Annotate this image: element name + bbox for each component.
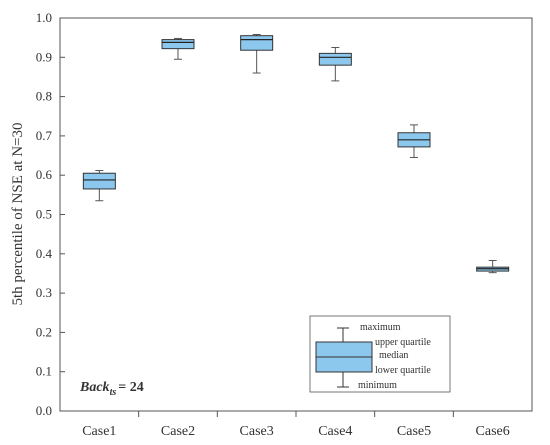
box-iqr	[240, 35, 274, 51]
y-axis-ticks: 0.0 0.1 0.2 0.3 0.4 0.5 0.6 0.7 0.8 0.9 1.0	[36, 10, 65, 418]
box-iqr	[318, 52, 352, 66]
annotation-main: Back	[79, 380, 110, 395]
x-tick-label: Case4	[318, 424, 352, 439]
box-case6	[476, 259, 510, 274]
legend-median-label: median	[379, 350, 408, 361]
x-tick-label: Case5	[397, 424, 431, 439]
y-tick-label: 0.3	[36, 285, 52, 300]
legend-minimum-label: minimum	[358, 380, 397, 391]
y-tick-label: 0.5	[36, 207, 52, 222]
legend: maximum upper quartile median lower quar…	[309, 315, 451, 393]
y-tick-label: 0.6	[36, 167, 53, 182]
legend-lower-quartile-label: lower quartile	[375, 365, 431, 376]
box-case5	[397, 124, 431, 159]
x-tick-label: Case3	[240, 424, 274, 439]
box-iqr	[161, 39, 195, 50]
box-case2	[161, 37, 195, 60]
y-tick-label: 0.8	[36, 89, 52, 104]
y-tick-label: 0.0	[36, 403, 52, 418]
y-tick-label: 0.7	[36, 128, 53, 143]
x-tick-label: Case1	[82, 424, 116, 439]
y-tick-label: 0.2	[36, 324, 52, 339]
plot-area	[59, 17, 533, 412]
annotation-back-ts: Backts = 24	[79, 380, 144, 398]
legend-upper-quartile-label: upper quartile	[375, 337, 431, 348]
box-case4	[318, 46, 352, 82]
x-axis-ticks: Case1 Case2 Case3 Case4 Case5 Case6	[82, 411, 510, 439]
box-case3	[240, 34, 274, 74]
y-axis-label: 5th percentile of NSE at N=30	[10, 123, 26, 306]
annotation-subscript: ts	[110, 387, 117, 398]
box-series	[82, 34, 510, 274]
x-tick-label: Case6	[476, 424, 510, 439]
annotation-suffix: = 24	[118, 380, 143, 395]
y-tick-label: 1.0	[36, 10, 52, 25]
box-case1	[82, 169, 116, 202]
y-tick-label: 0.1	[36, 364, 52, 379]
y-tick-label: 0.4	[36, 246, 53, 261]
legend-maximum-label: maximum	[360, 322, 401, 333]
x-tick-label: Case2	[161, 424, 195, 439]
box-iqr	[82, 172, 116, 190]
y-tick-label: 0.9	[36, 49, 52, 64]
